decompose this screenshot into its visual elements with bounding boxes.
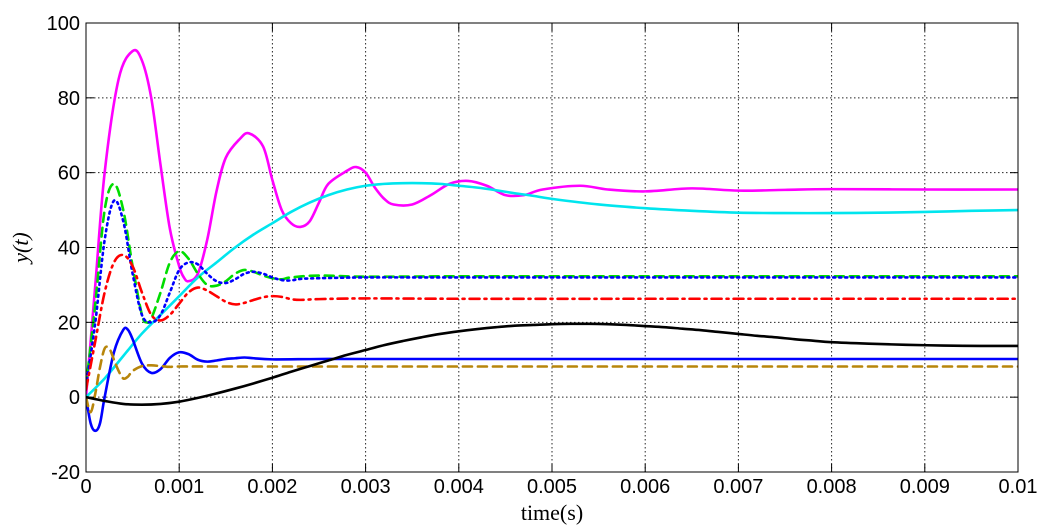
series-line-6 — [86, 326, 1018, 433]
x-tick-label: 0 — [80, 476, 91, 498]
x-tick-label: 0.007 — [713, 476, 763, 498]
series-layer — [86, 48, 1018, 433]
grid — [86, 23, 1018, 472]
series-line-1 — [86, 48, 1018, 399]
x-tick-label: 0.003 — [341, 476, 391, 498]
y-tick-label: -20 — [51, 462, 80, 484]
y-axis-label: y(t) — [8, 232, 33, 265]
y-tick-label: 100 — [47, 13, 80, 35]
x-tick-label: 0.006 — [620, 476, 670, 498]
y-tick-label: 40 — [58, 238, 80, 260]
x-tick-label: 0.009 — [900, 476, 950, 498]
series-line-8 — [86, 322, 1018, 406]
x-tick-label: 0.01 — [999, 476, 1038, 498]
x-tick-label: 0.008 — [807, 476, 857, 498]
x-tick-label: 0.005 — [527, 476, 577, 498]
y-tick-label: 80 — [58, 88, 80, 110]
y-tick-label: 20 — [58, 312, 80, 334]
series-line-4 — [86, 198, 1018, 388]
series-line-2 — [86, 181, 1018, 399]
axis-ticks: 0 0.001 0.002 0.003 0.004 0.005 0.006 0.007 0.00… — [47, 13, 1038, 498]
x-tick-label: 0.004 — [434, 476, 484, 498]
x-tick-label: 0.001 — [154, 476, 204, 498]
x-axis-label: time(s) — [521, 500, 583, 525]
y-tick-label: 0 — [69, 387, 80, 409]
x-tick-label: 0.002 — [247, 476, 297, 498]
series-line-3 — [86, 182, 1018, 388]
y-tick-label: 60 — [58, 163, 80, 185]
series-line-5 — [86, 253, 1018, 391]
series-line-7 — [86, 345, 1018, 414]
